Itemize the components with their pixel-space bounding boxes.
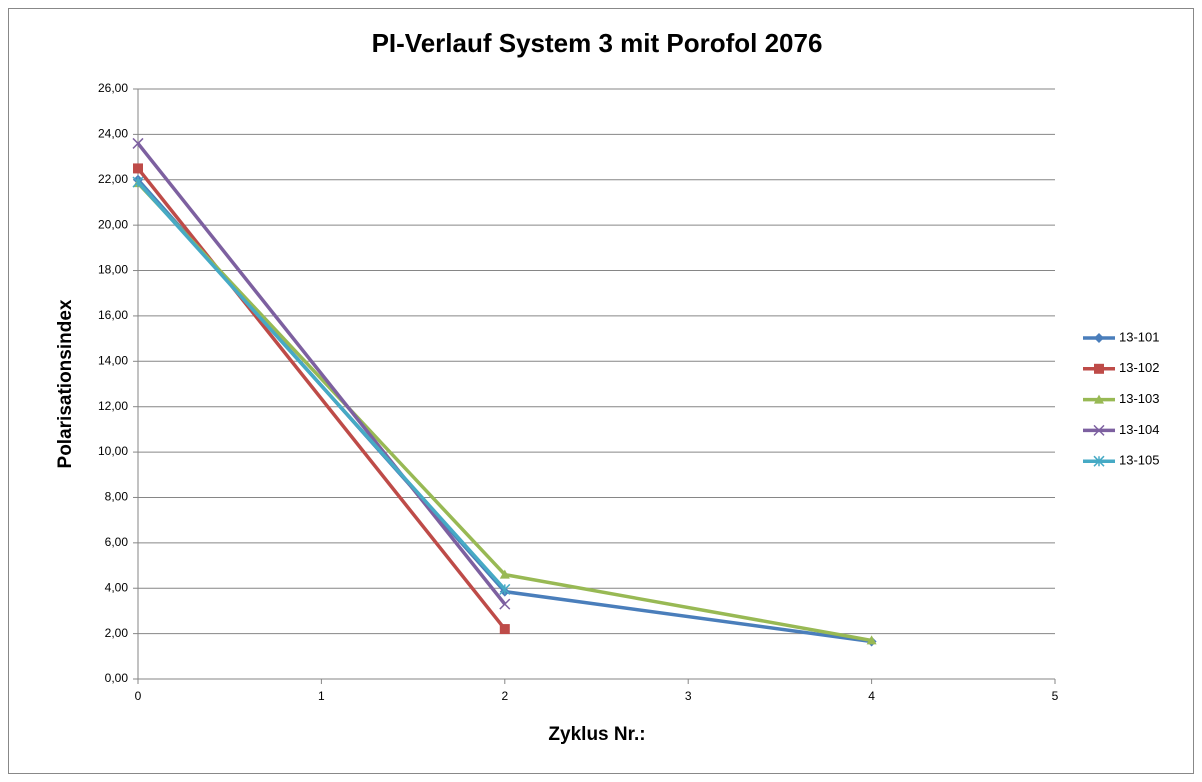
y-tick-label: 10,00 [98,444,128,458]
x-tick-label: 1 [318,689,325,703]
series-line [136,167,507,631]
y-tick-label: 24,00 [98,127,128,141]
y-tick-label: 22,00 [98,172,128,186]
x-tick-label: 5 [1052,689,1059,703]
y-tick-label: 16,00 [98,308,128,322]
x-axis-title: Zyklus Nr.: [548,724,645,745]
legend-marker [1094,363,1104,374]
y-tick-label: 8,00 [105,490,129,504]
data-point [499,569,510,579]
y-tick-label: 14,00 [98,353,128,367]
y-tick-label: 20,00 [98,217,128,231]
y-axis-title: Polarisationsindex [55,299,76,468]
x-tick-label: 3 [685,689,692,703]
chart-title: PI-Verlauf System 3 mit Porofol 2076 [372,28,823,58]
data-point [499,583,511,595]
legend-marker [1094,394,1104,404]
y-tick-label: 26,00 [98,81,128,95]
data-point [866,635,877,645]
data-point [132,137,144,149]
data-point [133,163,143,174]
legend-marker [1094,333,1104,343]
y-tick-label: 2,00 [105,626,129,640]
x-tick-label: 0 [135,689,142,703]
x-tick-label: 2 [501,689,508,703]
series-line [136,142,507,606]
legend-marker [1093,424,1105,436]
data-point [499,624,510,635]
x-tick-label: 4 [868,689,875,703]
legend-label: 13-104 [1119,422,1159,437]
y-tick-label: 18,00 [98,263,128,277]
data-point [499,598,511,610]
legend-marker [1093,455,1105,467]
legend-label: 13-101 [1119,329,1159,344]
legend-label: 13-102 [1119,360,1159,375]
y-tick-label: 12,00 [98,399,128,413]
legend-label: 13-103 [1119,391,1159,406]
chart-frame [8,8,1194,774]
legend-label: 13-105 [1119,453,1159,468]
y-tick-label: 4,00 [105,580,129,594]
y-tick-label: 6,00 [105,535,129,549]
data-point [132,176,144,188]
y-tick-label: 0,00 [105,671,129,685]
series-line [136,180,507,591]
